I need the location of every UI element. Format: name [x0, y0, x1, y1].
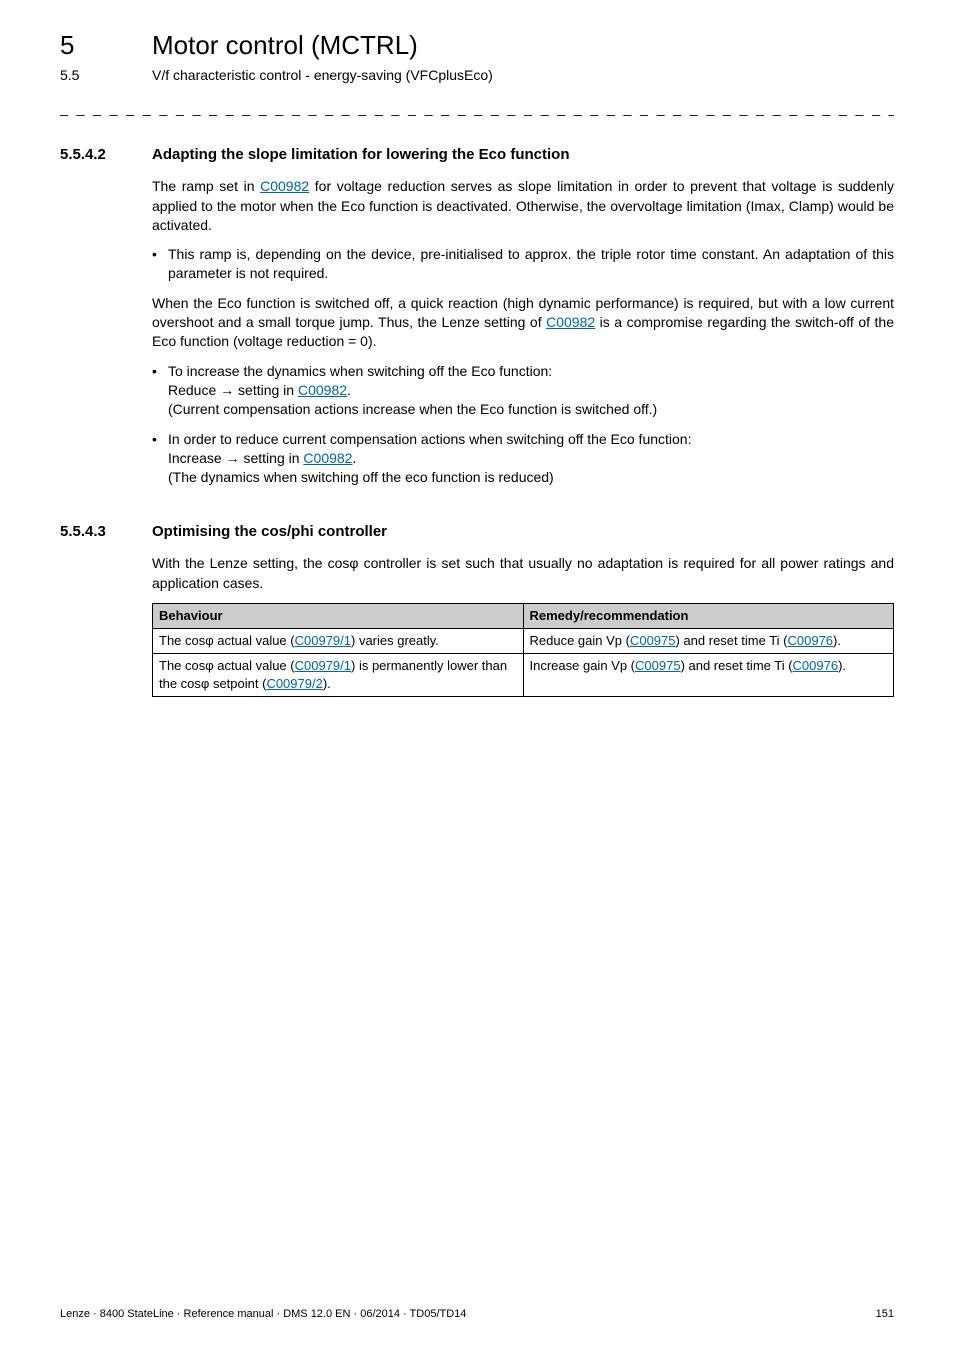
text: Increase	[168, 450, 226, 466]
paragraph: When the Eco function is switched off, a…	[152, 294, 894, 352]
link-c00982[interactable]: C00982	[298, 382, 347, 398]
text: The ramp set in	[152, 178, 260, 194]
link-c00979-1[interactable]: C00979/1	[295, 633, 351, 648]
table-row: The cosφ actual value (C00979/1) varies …	[153, 628, 894, 653]
section-title: Optimising the cos/phi controller	[152, 522, 894, 543]
bullet-item: • This ramp is, depending on the device,…	[152, 245, 894, 284]
text: The cosφ actual value (	[159, 633, 295, 648]
text: ) and reset time Ti (	[676, 633, 788, 648]
cell-behaviour: The cosφ actual value (C00979/1) is perm…	[153, 653, 524, 696]
text: setting in	[234, 382, 298, 398]
table-row: The cosφ actual value (C00979/1) is perm…	[153, 653, 894, 696]
bullet-text: To increase the dynamics when switching …	[168, 362, 894, 420]
text: setting in	[240, 450, 304, 466]
link-c00982[interactable]: C00982	[546, 314, 595, 330]
section-5-5-4-3: 5.5.4.3 Optimising the cos/phi controlle…	[60, 522, 894, 697]
section-5-5-4-2: 5.5.4.2 Adapting the slope limitation fo…	[60, 145, 894, 498]
section-title: Adapting the slope limitation for loweri…	[152, 145, 894, 166]
subchapter-title: V/f characteristic control - energy-savi…	[152, 66, 493, 85]
page-footer: Lenze · 8400 StateLine · Reference manua…	[60, 1307, 894, 1322]
link-c00979-2[interactable]: C00979/2	[266, 676, 322, 691]
link-c00975[interactable]: C00975	[635, 658, 681, 673]
bullet-item: • In order to reduce current compensatio…	[152, 430, 894, 488]
bullet-mark-icon: •	[152, 245, 168, 284]
bullet-item: • To increase the dynamics when switchin…	[152, 362, 894, 420]
text: ).	[838, 658, 846, 673]
subchapter-number: 5.5	[60, 66, 152, 85]
arrow-icon: →	[220, 382, 234, 398]
text: To increase the dynamics when switching …	[168, 363, 552, 379]
text: ) and reset time Ti (	[681, 658, 793, 673]
footer-left: Lenze · 8400 StateLine · Reference manua…	[60, 1307, 466, 1322]
text: The cosφ actual value (	[159, 658, 295, 673]
text: (Current compensation actions increase w…	[168, 401, 657, 417]
chapter-header: 5 Motor control (MCTRL)	[60, 28, 894, 64]
bullet-text: In order to reduce current compensation …	[168, 430, 894, 488]
section-number: 5.5.4.2	[60, 145, 152, 498]
text: In order to reduce current compensation …	[168, 431, 691, 447]
horizontal-rule: _ _ _ _ _ _ _ _ _ _ _ _ _ _ _ _ _ _ _ _ …	[60, 99, 894, 118]
bullet-text: This ramp is, depending on the device, p…	[168, 245, 894, 284]
text: Reduce gain Vp (	[530, 633, 630, 648]
link-c00976[interactable]: C00976	[787, 633, 833, 648]
cosphi-table: Behaviour Remedy/recommendation The cosφ…	[152, 603, 894, 697]
text: Increase gain Vp (	[530, 658, 636, 673]
bullet-mark-icon: •	[152, 430, 168, 488]
chapter-title: Motor control (MCTRL)	[152, 28, 418, 64]
bullet-mark-icon: •	[152, 362, 168, 420]
link-c00976[interactable]: C00976	[793, 658, 839, 673]
subchapter-header: 5.5 V/f characteristic control - energy-…	[60, 66, 894, 85]
cell-remedy: Reduce gain Vp (C00975) and reset time T…	[523, 628, 894, 653]
text: .	[352, 450, 356, 466]
col-remedy: Remedy/recommendation	[523, 603, 894, 628]
footer-page-number: 151	[876, 1307, 894, 1322]
link-c00979-1[interactable]: C00979/1	[295, 658, 351, 673]
paragraph: With the Lenze setting, the cosφ control…	[152, 554, 894, 593]
chapter-number: 5	[60, 28, 152, 64]
cell-behaviour: The cosφ actual value (C00979/1) varies …	[153, 628, 524, 653]
table-header-row: Behaviour Remedy/recommendation	[153, 603, 894, 628]
cell-remedy: Increase gain Vp (C00975) and reset time…	[523, 653, 894, 696]
section-body: Adapting the slope limitation for loweri…	[152, 145, 894, 498]
arrow-icon: →	[226, 450, 240, 466]
section-number: 5.5.4.3	[60, 522, 152, 697]
text: (The dynamics when switching off the eco…	[168, 469, 554, 485]
text: ).	[833, 633, 841, 648]
text: ).	[323, 676, 331, 691]
text: ) varies greatly.	[351, 633, 439, 648]
text: .	[347, 382, 351, 398]
link-c00975[interactable]: C00975	[630, 633, 676, 648]
col-behaviour: Behaviour	[153, 603, 524, 628]
text: Reduce	[168, 382, 220, 398]
paragraph: The ramp set in C00982 for voltage reduc…	[152, 177, 894, 235]
link-c00982[interactable]: C00982	[260, 178, 309, 194]
link-c00982[interactable]: C00982	[303, 450, 352, 466]
section-body: Optimising the cos/phi controller With t…	[152, 522, 894, 697]
